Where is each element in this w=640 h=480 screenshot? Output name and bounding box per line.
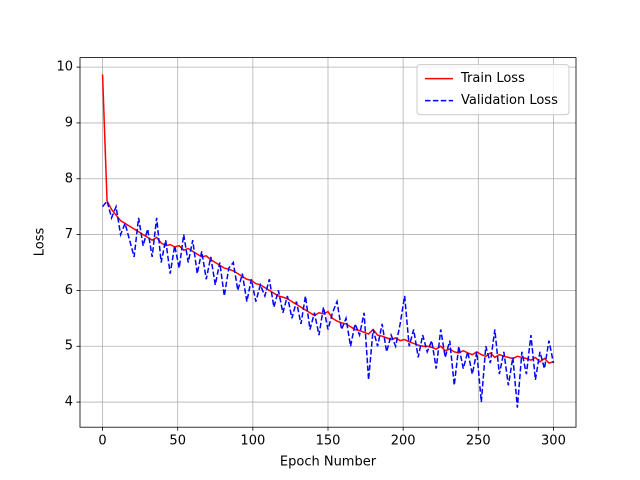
x-axis-label: Epoch Number <box>280 455 377 470</box>
x-tick-label: 250 <box>466 434 491 449</box>
line-series <box>101 199 555 408</box>
x-tick-label: 100 <box>240 434 265 449</box>
x-tick-label: 150 <box>316 434 341 449</box>
axes-frame <box>79 57 577 428</box>
line-series <box>101 74 554 364</box>
y-tick-label: 4 <box>65 395 73 410</box>
legend-label: Validation Loss <box>461 93 558 108</box>
y-tick-label: 8 <box>65 171 73 186</box>
x-tick-label: 50 <box>169 434 186 449</box>
x-tick-label: 200 <box>391 434 416 449</box>
y-tick-label: 5 <box>65 339 73 354</box>
y-tick-label: 10 <box>56 60 73 75</box>
legend-label: Train Loss <box>460 71 525 86</box>
y-tick-label: 6 <box>65 283 73 298</box>
y-axis-label: Loss <box>33 228 48 257</box>
y-tick-label: 7 <box>65 227 73 242</box>
y-tick-label: 9 <box>65 115 73 130</box>
x-tick-label: 300 <box>541 434 566 449</box>
legend-box <box>416 64 570 116</box>
x-tick-label: 0 <box>98 434 106 449</box>
